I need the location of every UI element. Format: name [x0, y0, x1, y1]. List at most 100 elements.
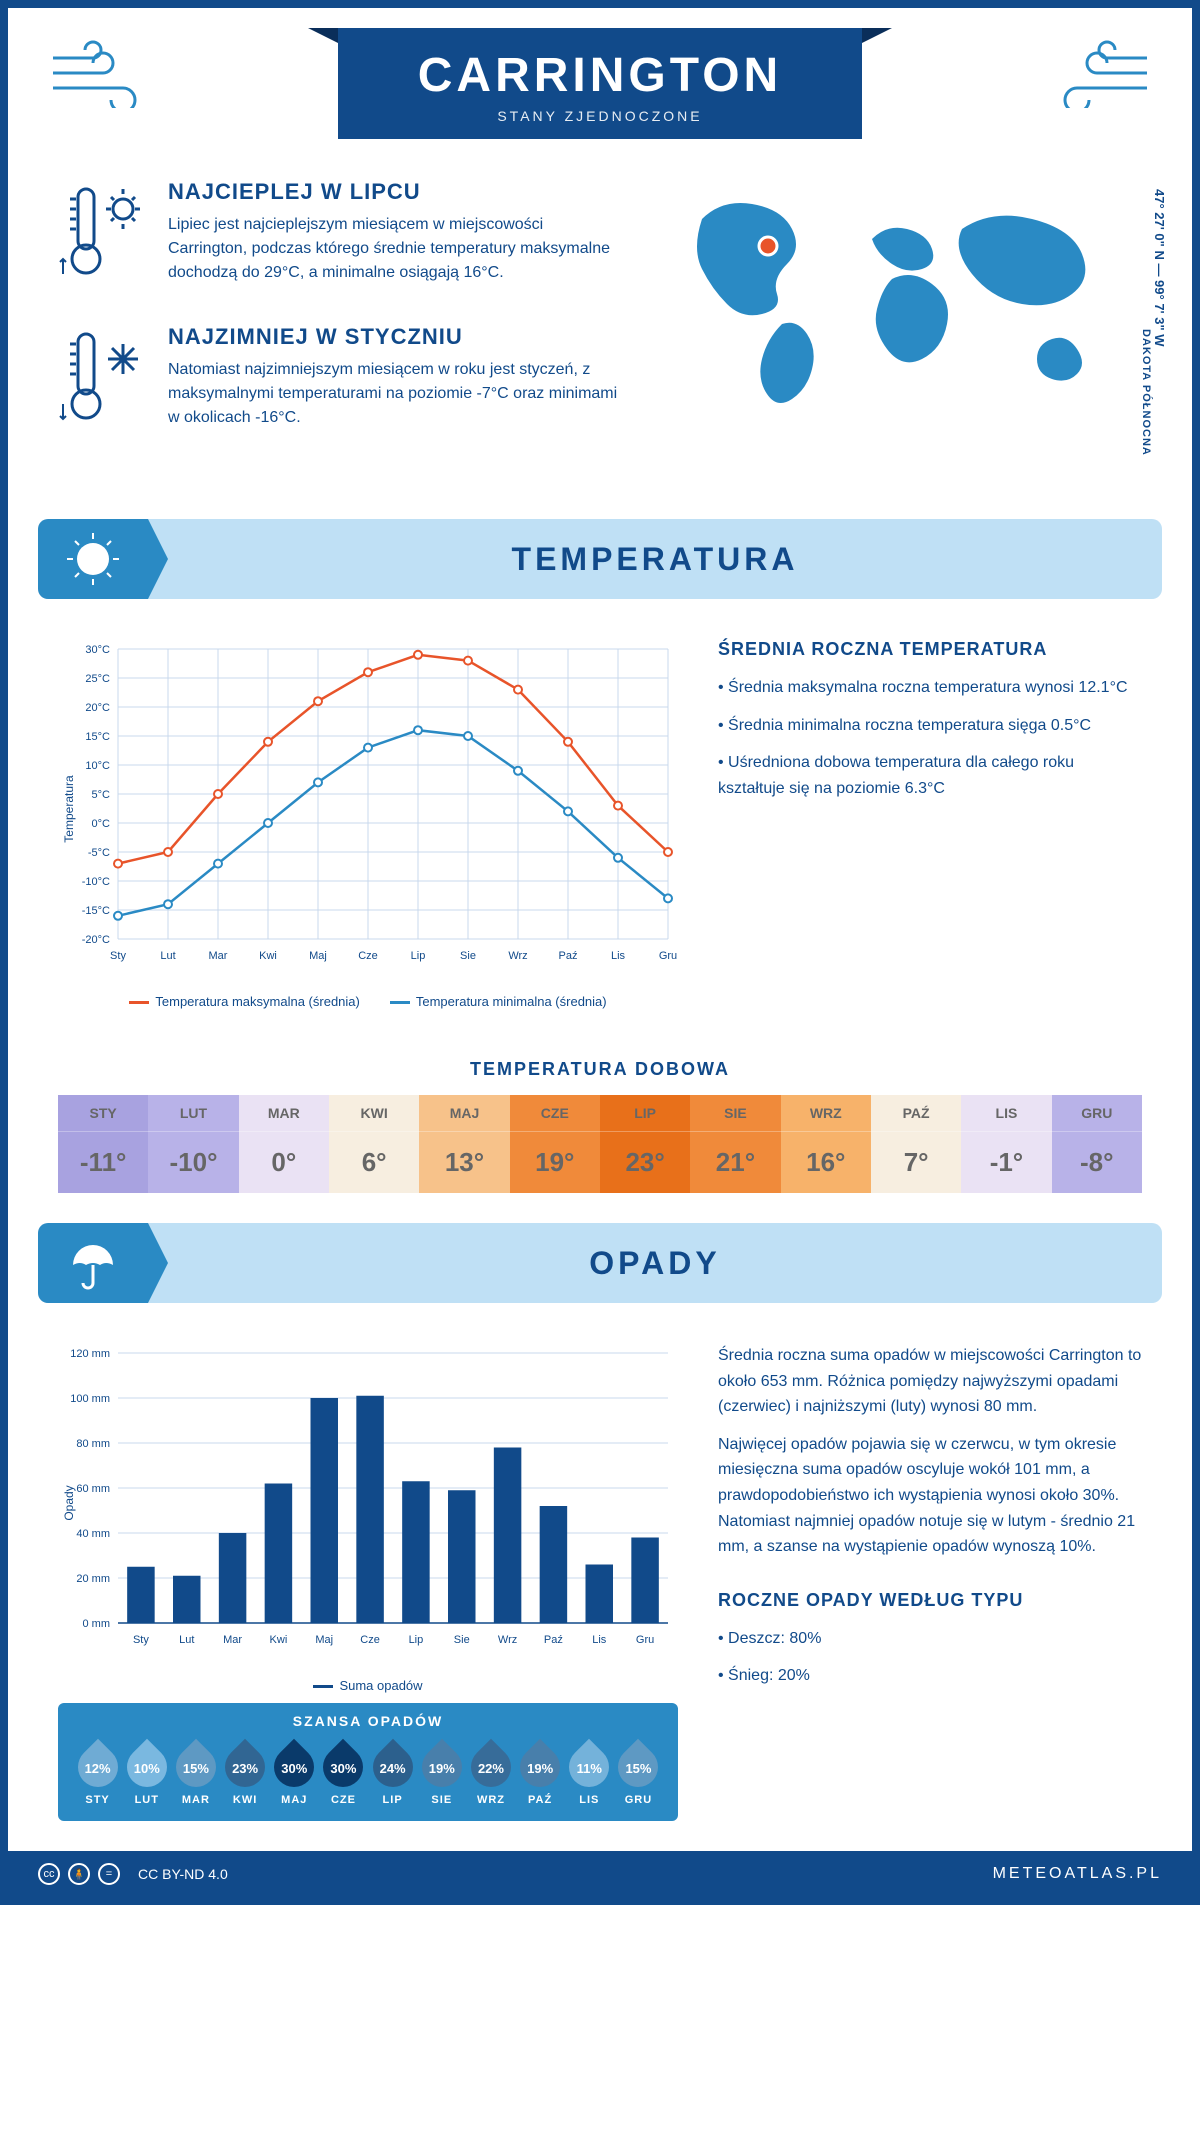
- daily-month: LUT: [148, 1095, 238, 1132]
- daily-month: PAŹ: [871, 1095, 961, 1132]
- svg-text:Lis: Lis: [611, 950, 626, 962]
- svg-text:Cze: Cze: [360, 1634, 380, 1646]
- chance-drop: 30%CZE: [319, 1739, 368, 1806]
- daily-month: MAR: [239, 1095, 329, 1132]
- temperature-title: TEMPERATURA: [512, 541, 799, 578]
- daily-value: 7°: [871, 1132, 961, 1193]
- daily-temp-cell: SIE21°: [690, 1095, 780, 1193]
- daily-temp-cell: PAŹ7°: [871, 1095, 961, 1193]
- daily-value: 13°: [419, 1132, 509, 1193]
- daily-month: WRZ: [781, 1095, 871, 1132]
- wind-deco-icon: [48, 38, 158, 122]
- svg-text:Gru: Gru: [659, 950, 677, 962]
- svg-text:Maj: Maj: [315, 1634, 333, 1646]
- daily-temp-cell: MAJ13°: [419, 1095, 509, 1193]
- daily-temp-title: TEMPERATURA DOBOWA: [8, 1059, 1192, 1080]
- annual-temp-title: ŚREDNIA ROCZNA TEMPERATURA: [718, 639, 1142, 660]
- svg-text:Cze: Cze: [358, 950, 378, 962]
- hottest-block: NAJCIEPLEJ W LIPCU Lipiec jest najcieple…: [58, 179, 622, 294]
- infographic-page: CARRINGTON STANY ZJEDNOCZONE NAJCIEPLEJ …: [0, 0, 1200, 1905]
- svg-text:Sty: Sty: [133, 1634, 149, 1646]
- precip-text-2: Najwięcej opadów pojawia się w czerwcu, …: [718, 1432, 1142, 1560]
- precipitation-title: OPADY: [589, 1245, 720, 1282]
- thermometer-hot-icon: [58, 179, 148, 294]
- region-name: DAKOTA PÓŁNOCNA: [1140, 329, 1152, 456]
- precip-chance-panel: SZANSA OPADÓW 12%STY10%LUT15%MAR23%KWI30…: [58, 1703, 678, 1821]
- summary-row: NAJCIEPLEJ W LIPCU Lipiec jest najcieple…: [8, 149, 1192, 499]
- svg-text:20°C: 20°C: [85, 702, 110, 714]
- daily-temp-cell: CZE19°: [510, 1095, 600, 1193]
- precip-type-item: Deszcz: 80%: [718, 1626, 1142, 1652]
- svg-text:-20°C: -20°C: [82, 934, 110, 946]
- svg-text:120 mm: 120 mm: [70, 1348, 110, 1360]
- precipitation-bar-chart: 0 mm20 mm40 mm60 mm80 mm100 mm120 mmStyL…: [58, 1343, 678, 1663]
- svg-text:Kwi: Kwi: [270, 1634, 288, 1646]
- svg-text:5°C: 5°C: [92, 789, 111, 801]
- hottest-text: Lipiec jest najcieplejszym miesiącem w m…: [168, 213, 622, 285]
- precip-text-1: Średnia roczna suma opadów w miejscowośc…: [718, 1343, 1142, 1420]
- nd-icon: =: [98, 1863, 120, 1885]
- by-icon: 🧍: [68, 1863, 90, 1885]
- svg-text:Lut: Lut: [179, 1634, 194, 1646]
- chance-drop: 12%STY: [73, 1739, 122, 1806]
- temp-legend: Temperatura maksymalna (średnia) Tempera…: [58, 994, 678, 1009]
- svg-text:Sie: Sie: [454, 1634, 470, 1646]
- daily-temp-cell: STY-11°: [58, 1095, 148, 1193]
- chance-drop: 22%WRZ: [466, 1739, 515, 1806]
- daily-temp-cell: LIS-1°: [961, 1095, 1051, 1193]
- daily-month: LIS: [961, 1095, 1051, 1132]
- svg-text:20 mm: 20 mm: [76, 1573, 110, 1585]
- daily-month: LIP: [600, 1095, 690, 1132]
- svg-text:30°C: 30°C: [85, 644, 110, 656]
- precip-chance-drops: 12%STY10%LUT15%MAR23%KWI30%MAJ30%CZE24%L…: [73, 1739, 663, 1806]
- daily-month: KWI: [329, 1095, 419, 1132]
- svg-text:-5°C: -5°C: [88, 847, 110, 859]
- daily-value: 21°: [690, 1132, 780, 1193]
- svg-text:Sty: Sty: [110, 950, 126, 962]
- annual-temp-item: Średnia maksymalna roczna temperatura wy…: [718, 675, 1142, 701]
- svg-text:Maj: Maj: [309, 950, 327, 962]
- legend-max: Temperatura maksymalna (średnia): [129, 994, 359, 1009]
- chance-drop: 23%KWI: [221, 1739, 270, 1806]
- svg-text:Lip: Lip: [409, 1634, 424, 1646]
- precip-chance-title: SZANSA OPADÓW: [73, 1713, 663, 1729]
- daily-value: 0°: [239, 1132, 329, 1193]
- svg-text:Kwi: Kwi: [259, 950, 277, 962]
- svg-text:Sie: Sie: [460, 950, 476, 962]
- license-block: cc 🧍 = CC BY-ND 4.0: [38, 1863, 228, 1885]
- svg-text:Mar: Mar: [223, 1634, 242, 1646]
- daily-value: -1°: [961, 1132, 1051, 1193]
- city-title: CARRINGTON: [418, 48, 782, 103]
- map-wrap: 47° 27' 0" N — 99° 7' 3" W DAKOTA PÓŁNOC…: [662, 179, 1142, 469]
- svg-text:25°C: 25°C: [85, 673, 110, 685]
- svg-text:Gru: Gru: [636, 1634, 654, 1646]
- coldest-text: Natomiast najzimniejszym miesiącem w rok…: [168, 358, 622, 430]
- daily-temp-table: STY-11°LUT-10°MAR0°KWI6°MAJ13°CZE19°LIP2…: [58, 1095, 1142, 1193]
- precipitation-section-header: OPADY: [38, 1223, 1162, 1303]
- daily-temp-cell: LIP23°: [600, 1095, 690, 1193]
- svg-text:0 mm: 0 mm: [83, 1618, 111, 1630]
- svg-text:Wrz: Wrz: [498, 1634, 517, 1646]
- svg-text:Mar: Mar: [209, 950, 228, 962]
- annual-temp-item: Średnia minimalna roczna temperatura się…: [718, 713, 1142, 739]
- temperature-line-chart: -20°C-15°C-10°C-5°C0°C5°C10°C15°C20°C25°…: [58, 639, 678, 979]
- daily-value: -11°: [58, 1132, 148, 1193]
- daily-month: SIE: [690, 1095, 780, 1132]
- svg-text:40 mm: 40 mm: [76, 1528, 110, 1540]
- daily-month: STY: [58, 1095, 148, 1132]
- svg-text:Wrz: Wrz: [508, 950, 527, 962]
- svg-text:80 mm: 80 mm: [76, 1438, 110, 1450]
- coldest-block: NAJZIMNIEJ W STYCZNIU Natomiast najzimni…: [58, 324, 622, 439]
- svg-text:Paź: Paź: [559, 950, 578, 962]
- wind-deco-icon: [1042, 38, 1152, 122]
- daily-value: -8°: [1052, 1132, 1142, 1193]
- sun-icon: [38, 519, 148, 599]
- annual-temp-item: Uśredniona dobowa temperatura dla całego…: [718, 750, 1142, 801]
- chance-drop: 30%MAJ: [270, 1739, 319, 1806]
- daily-month: MAJ: [419, 1095, 509, 1132]
- chance-drop: 10%LUT: [122, 1739, 171, 1806]
- location-marker-icon: [759, 237, 777, 255]
- umbrella-icon: [38, 1223, 148, 1303]
- site-credit: METEOATLAS.PL: [993, 1865, 1162, 1883]
- daily-temp-cell: MAR0°: [239, 1095, 329, 1193]
